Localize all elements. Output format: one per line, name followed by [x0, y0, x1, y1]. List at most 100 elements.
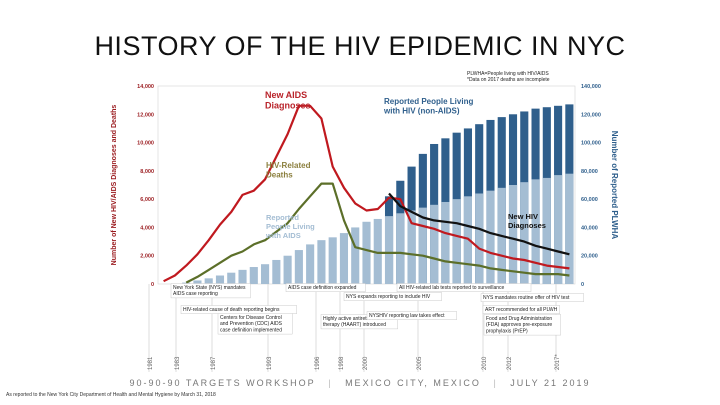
- event-annotation: AIDS case definition expanded: [288, 285, 357, 291]
- bar-plwa: [283, 255, 292, 284]
- event-annotation: ART recommended for all PLWH: [485, 307, 558, 313]
- bar-plwa: [238, 269, 247, 284]
- bar-plwa: [508, 185, 518, 284]
- event-annotation: NYS expands reporting to include HIV: [346, 294, 431, 300]
- left-axis-tick-label: 14,000: [137, 84, 154, 90]
- bar-plwa: [204, 278, 213, 284]
- event-annotation: (FDA) approves pre-exposure: [486, 322, 552, 328]
- bar-plwa: [328, 237, 337, 284]
- bar-plwa: [261, 264, 270, 284]
- right-axis-tick-label: 0: [581, 282, 584, 288]
- series-label: HIV-Related: [266, 161, 311, 170]
- event-box: [366, 311, 458, 320]
- footer-workshop: 90-90-90 TARGETS WORKSHOP: [129, 378, 316, 388]
- bar-plwa: [351, 227, 360, 284]
- left-axis-tick-label: 12,000: [137, 112, 154, 118]
- right-axis-tick-label: 80,000: [581, 169, 598, 175]
- event-box: [217, 313, 293, 335]
- bar-plwa: [272, 259, 281, 284]
- event-box: [343, 292, 442, 301]
- x-axis-tick-label: 2017*: [555, 354, 561, 370]
- x-axis-tick-label: 1983: [175, 356, 181, 370]
- line-hiv-related-deaths: [185, 182, 570, 284]
- event-box: [396, 283, 532, 292]
- event-annotation: therapy (HAART) introduced: [323, 322, 386, 328]
- left-axis-tick-label: 10,000: [137, 141, 154, 147]
- left-axis-tick-label: 0: [151, 282, 154, 288]
- left-axis-tick-label: 4,000: [140, 225, 154, 231]
- bar-plwa: [193, 280, 202, 284]
- series-label: Deaths: [266, 171, 293, 180]
- bar-plwa: [430, 204, 439, 284]
- legend-note-deaths: *Data on 2017 deaths are incomplete: [467, 77, 550, 83]
- bar-plwa: [373, 218, 382, 284]
- bar-plwa: [306, 244, 315, 284]
- x-axis-tick-label: 2005: [417, 356, 423, 370]
- series-label: with HIV (non-AIDS): [383, 107, 460, 116]
- left-axis-title: Number of New HIV/AIDS Diagnoses and Dea…: [111, 105, 118, 266]
- event-annotation: Food and Drug Administration: [486, 316, 552, 322]
- x-axis-tick-label: 1981: [148, 356, 154, 370]
- footer-location: MEXICO CITY, MEXICO: [345, 378, 481, 388]
- event-annotation: All HIV-related lab tests reported to su…: [399, 285, 505, 291]
- right-axis-tick-label: 40,000: [581, 225, 598, 231]
- event-annotation: Centers for Disease Control: [220, 315, 282, 321]
- event-box: [483, 314, 562, 336]
- event-box: [480, 293, 585, 302]
- right-axis-tick-label: 140,000: [581, 84, 601, 90]
- event-annotation: NYS mandates routine offer of HIV test: [483, 295, 570, 301]
- bar-plwa: [182, 282, 191, 284]
- x-axis-tick-label: 1996: [315, 356, 321, 370]
- x-axis-tick-label: 2000: [363, 356, 369, 370]
- bar-plwa: [317, 240, 326, 284]
- event-box: [482, 305, 561, 314]
- bar-plwa: [565, 173, 574, 284]
- right-axis-title: Number of Reported PLWHA: [610, 131, 619, 240]
- footer-separator: |: [328, 378, 333, 388]
- x-axis-tick-label: 2010: [482, 356, 488, 370]
- bar-plwa: [486, 190, 495, 284]
- event-annotation: AIDS case reporting: [173, 291, 218, 297]
- bar-plwa: [452, 199, 461, 284]
- event-annotation: NYSHIV reporting law takes effect: [369, 313, 445, 319]
- bar-plwa: [227, 272, 236, 284]
- footnote: As reported to the New York City Departm…: [6, 392, 216, 398]
- left-axis-tick-label: 2,000: [140, 254, 154, 260]
- bar-plwa: [215, 275, 225, 284]
- event-annotation: case definition implemented: [220, 327, 282, 333]
- series-label: New HIV: [508, 212, 538, 221]
- right-axis-tick-label: 20,000: [581, 254, 598, 260]
- series-label: Diagnoses: [508, 221, 546, 230]
- event-annotation: HIV-related cause of death reporting beg…: [183, 307, 280, 313]
- bar-plwa: [362, 221, 371, 284]
- bar-plwa: [396, 213, 405, 284]
- left-axis-tick-label: 8,000: [140, 169, 154, 175]
- left-axis-tick-label: 6,000: [140, 197, 154, 203]
- series-label: with AIDS: [265, 231, 301, 240]
- bar-plwa: [520, 182, 529, 284]
- bar-plwa: [339, 233, 349, 284]
- event-annotation: New York State (NYS) mandates: [173, 285, 246, 291]
- footer-date: JULY 21 2019: [510, 378, 591, 388]
- bar-plwa: [407, 210, 416, 284]
- x-axis-tick-label: 1998: [339, 356, 345, 370]
- bar-plwa: [531, 179, 540, 284]
- bar-plwa: [249, 267, 258, 284]
- bar-plwa: [384, 216, 394, 284]
- bar-plwa: [441, 201, 450, 284]
- event-annotation: and Prevention (CDC) AIDS: [220, 321, 283, 327]
- bar-plwa: [475, 193, 484, 284]
- series-label: New AIDS: [265, 90, 307, 100]
- bar-plwa: [542, 177, 551, 284]
- line-new-hiv-diagnoses: [388, 192, 570, 256]
- event-box: [285, 283, 366, 292]
- legend-note-plwha: PLWHA=People living with HIV/AIDS: [467, 71, 549, 77]
- right-axis-tick-label: 120,000: [581, 112, 601, 118]
- series-label: Reported People Living: [384, 97, 473, 106]
- x-axis-tick-label: 2012: [507, 356, 513, 370]
- event-annotation: Highly active antiretroviral: [323, 316, 380, 322]
- line-new-aids-diagnoses: [163, 104, 570, 283]
- bar-plwa: [554, 175, 563, 284]
- bar-plwa: [418, 207, 427, 284]
- x-axis-tick-label: 1987: [211, 356, 217, 370]
